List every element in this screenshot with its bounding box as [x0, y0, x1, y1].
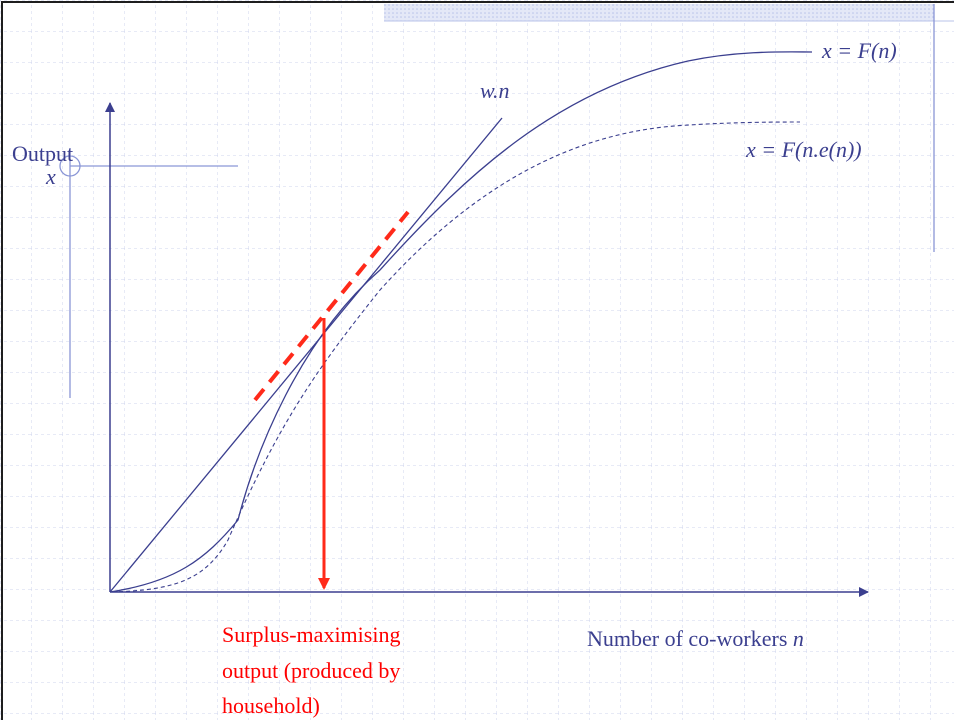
production-curve-fe [111, 121, 801, 593]
tangent-line [253, 210, 410, 402]
annotation-line-2: output (produced by [222, 658, 400, 683]
left-accent-circle-icon [59, 155, 81, 177]
x-axis-label: Number of co-workers n [587, 626, 804, 651]
x-axis-symbol: n [793, 626, 804, 651]
y-axis-label: Output [12, 141, 73, 166]
production-curve-f [109, 51, 813, 593]
curve-f-label: x = F(n) [821, 38, 897, 63]
curve-fe-label: x = F(n.e(n)) [745, 137, 862, 162]
annotation-line-1: Surplus-maximising [222, 622, 400, 647]
y-axis-symbol: x [45, 164, 56, 189]
wage-line [109, 117, 503, 593]
wage-line-label: w.n [480, 78, 510, 103]
header-band [384, 4, 934, 21]
annotation-line-3: household) [222, 693, 320, 718]
